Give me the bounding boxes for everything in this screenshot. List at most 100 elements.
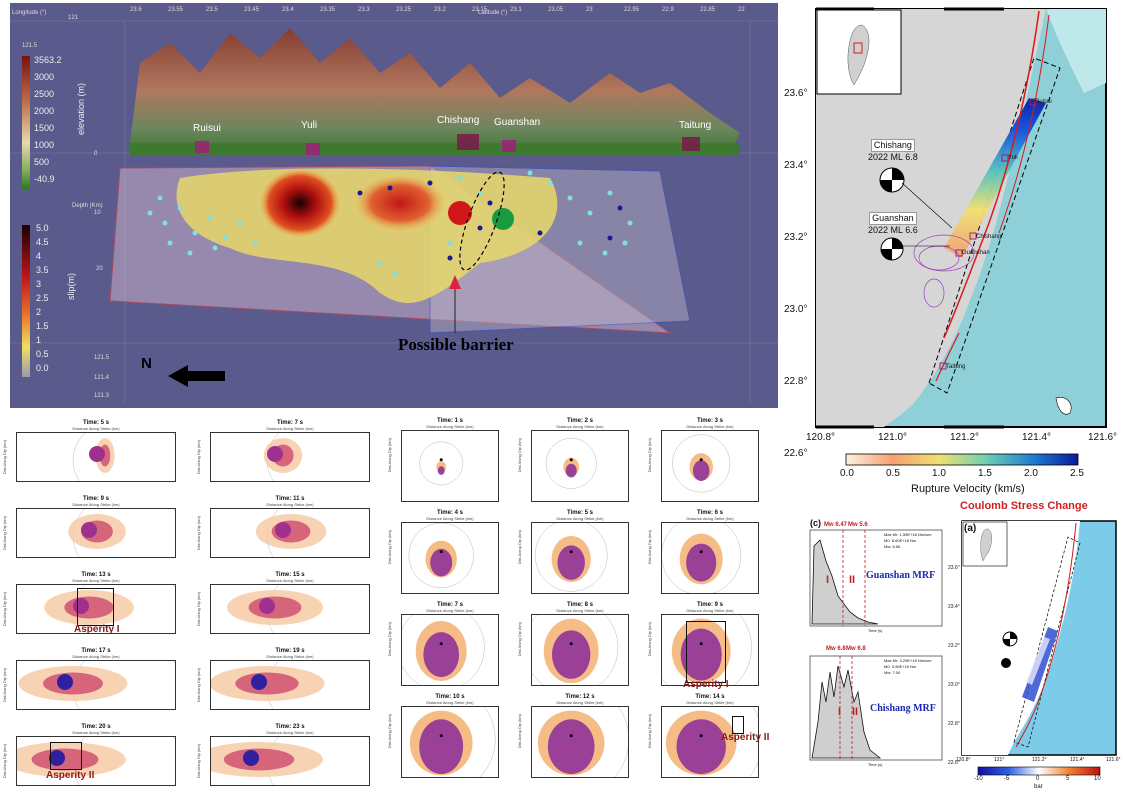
snapshot-plot [210,736,370,786]
snapshot-xlabel: Distance Along Strike (km) [266,654,314,659]
chishang-label: Chishang 2022 ML 6.8 [868,139,918,162]
guanshan-mrf-xlabel: Time (s) [868,628,883,633]
snapshot-xlabel: Distance Along Strike (km) [72,426,120,431]
chishang-snapshot-6: Time: 17 s Distance Along Strike (km) Dist… [2,648,190,714]
snapshot-plot [531,706,629,778]
guanshan-snapshot-10: Time: 12 s Distance Along Strike (km) Dist… [517,694,643,782]
slip-ticks: 5.0 4.5 4 3.5 3 2.5 2 1.5 1 0.5 0.0 [36,223,49,373]
lon-tick-1: 121.5 [22,43,38,49]
chishang-phase-1: I [838,706,842,718]
bottom-lon-0: 121.5 [94,355,110,361]
snapshot-plot [210,432,370,482]
lon-label: Longitude (°) [12,10,47,16]
guanshan-mw-b: Mw 5.6 [848,522,868,528]
guanshan-snapshot-9: Time: 10 s Distance Along Strike (km) Dist… [387,694,513,782]
snapshot-title: Time: 8 s [567,602,593,608]
mid-asperity-2-label: Asperity II [721,732,770,743]
snapshot-plot [401,614,499,686]
coulomb-lat-ticks: 23.6° 23.4° 23.2° 23.0° 22.8° 22.6° [948,565,960,766]
mrf-c-label: (c) [810,518,821,528]
guanshan-phase-2: II [849,574,856,586]
map-town-ruisui: Ruisui [1035,99,1052,105]
mid-asperity-2-box [732,716,744,734]
snapshot-ylabel: Dist Along Dip (km) [2,592,7,627]
snapshot-title: Time: 17 s [81,648,111,654]
snapshot-title: Time: 4 s [437,510,463,516]
snapshot-ylabel: Dist Along Dip (km) [647,530,652,565]
snapshot-xlabel: Distance Along Strike (km) [686,516,734,521]
snapshot-plot [531,614,629,686]
snapshot-title: Time: 15 s [275,572,305,578]
snapshot-xlabel: Distance Along Strike (km) [266,426,314,431]
snapshot-plot [401,430,499,502]
snapshot-xlabel: Distance Along Strike (km) [556,516,604,521]
depth-tick-1: 10 [94,210,101,216]
depth-label: Depth (Km) [72,203,103,209]
chishang-mrf-xlabel: Time (s) [868,762,883,767]
snapshot-ylabel: Dist Along Dip (km) [647,714,652,749]
asperity-1-label: Asperity I [74,624,120,635]
lat-label: Latitude (°) [478,10,508,16]
snapshot-xlabel: Distance Along Strike (km) [686,608,734,613]
snapshot-plot [16,736,176,786]
snapshot-title: Time: 12 s [565,694,595,700]
snapshot-plot [210,660,370,710]
snapshot-plot [661,706,759,778]
snapshot-ylabel: Dist Along Dip (km) [2,744,7,779]
rv-cbar-label: Rupture Velocity (km/s) [911,483,1025,495]
guanshan-phase-1: I [826,574,830,586]
coulomb-panel: Coulomb Stress Change (a) 23.6° 23.4° 23… [948,500,1121,790]
guanshan-snapshot-2: Time: 3 s Distance Along Strike (km) Dist … [647,418,773,506]
snapshot-ylabel: Dist Along Dip (km) [2,668,7,703]
chishang-snapshot-8: Time: 20 s Distance Along Strike (km) Dist… [2,724,190,790]
town-yuli: Yuli [301,120,318,131]
guanshan-snapshot-4: Time: 5 s Distance Along Strike (km) Dist … [517,510,643,598]
chishang-mrf-name: Chishang MRF [870,703,936,714]
chishang-mrf: Mw 6.8 Mw 6.8 I II Chishang MRF Max Mr: … [788,642,946,772]
snapshot-xlabel: Distance Along Strike (km) [266,730,314,735]
coulomb-a-label: (a) [964,523,977,534]
north-label: N [141,355,152,372]
snapshot-title: Time: 9 s [697,602,723,608]
town-taitung: Taitung [679,120,712,131]
map-lat-ticks: 23.6° 23.4° 23.2° 23.0° 22.8° 22.6° [784,88,808,459]
possible-barrier-label: Possible barrier [398,335,514,354]
snapshot-ylabel: Dist Along Dip (km) [2,516,7,551]
snapshot-xlabel: Distance Along Strike (km) [72,730,120,735]
chishang-mw-a: Mw 6.8 [826,646,846,652]
snapshot-title: Time: 14 s [695,694,725,700]
mid-asperity-1-box [686,621,726,683]
chishang-hypocenter [448,201,472,225]
snapshot-title: Time: 13 s [81,572,111,578]
chishang-snapshot-3: Time: 11 s Distance Along Strike (km) Dist… [196,496,384,562]
elev-label: elevation (m) [76,83,86,136]
snapshot-title: Time: 1 s [437,418,463,424]
depth-tick-2: 20 [96,266,103,272]
guanshan-mrf-stats: Max Mr: 1.59E+18 Nm/sec M0: 8.60E+18 Nm Mw… [884,532,932,549]
chishang-mrf-stats: Max Mr: 3.29E+18 Nm/sec M0: 3.96E+19 Nm Mw… [884,658,932,675]
bottom-lon-2: 121.3 [94,393,110,399]
snapshot-title: Time: 3 s [697,418,723,424]
mid-asperity-1-label: Asperity I [683,679,729,690]
snapshot-plot [16,508,176,558]
snapshot-xlabel: Distance Along Strike (km) [686,424,734,429]
snapshot-xlabel: Distance Along Strike (km) [556,424,604,429]
aftershock-dots [147,170,633,276]
snapshot-ylabel: Dist Along Dip (km) [517,438,522,473]
guanshan-snapshot-5: Time: 6 s Distance Along Strike (km) Dist … [647,510,773,598]
town-ruisui: Ruisui [193,123,221,134]
snapshot-xlabel: Distance Along Strike (km) [426,516,474,521]
snapshot-ylabel: Dist Along Dip (km) [647,438,652,473]
snapshot-ylabel: Dist Along Dip (km) [387,530,392,565]
snapshot-xlabel: Distance Along Strike (km) [426,700,474,705]
snapshot-plot [210,584,370,634]
snapshot-plot [401,706,499,778]
asperity-1-box [77,588,114,626]
guanshan-snapshot-1: Time: 2 s Distance Along Strike (km) Dist … [517,418,643,506]
snapshot-ylabel: Dist Along Dip (km) [647,622,652,657]
snapshot-title: Time: 11 s [275,496,305,502]
snapshot-ylabel: Dist Along Dip (km) [387,438,392,473]
snapshot-ylabel: Dist Along Dip (km) [517,714,522,749]
map-town-yuli: Yuli [1008,155,1018,161]
snapshot-plot [661,522,759,594]
